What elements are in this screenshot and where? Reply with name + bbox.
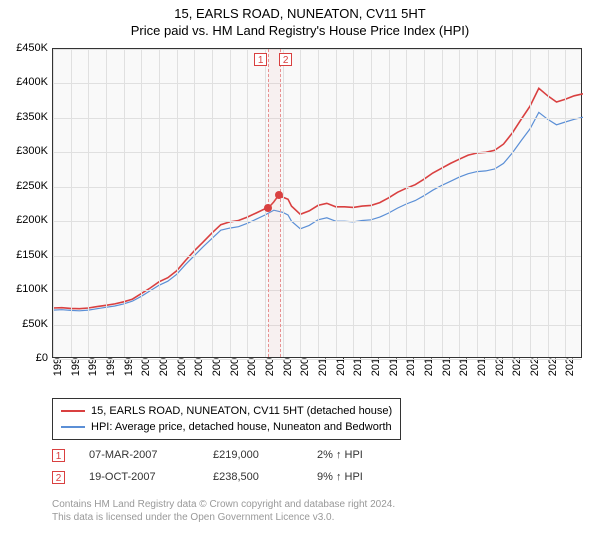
- gridline-h: [53, 187, 581, 188]
- sale-band: [268, 49, 281, 357]
- legend-swatch: [61, 410, 85, 412]
- sale-badge: 2: [279, 53, 292, 66]
- gridline-v: [212, 49, 213, 357]
- gridline-h: [53, 49, 581, 50]
- gridline-v: [389, 49, 390, 357]
- gridline-h: [53, 256, 581, 257]
- plot-area: 12: [52, 48, 582, 358]
- gridline-v: [106, 49, 107, 357]
- ytick-label: £0: [0, 352, 48, 364]
- legend-row: HPI: Average price, detached house, Nune…: [61, 419, 392, 435]
- gridline-h: [53, 290, 581, 291]
- gridline-v: [159, 49, 160, 357]
- legend: 15, EARLS ROAD, NUNEATON, CV11 5HT (deta…: [52, 398, 401, 440]
- ytick-label: £450K: [0, 42, 48, 54]
- gridline-v: [177, 49, 178, 357]
- gridline-h: [53, 325, 581, 326]
- gridline-v: [495, 49, 496, 357]
- ytick-label: £350K: [0, 111, 48, 123]
- sale-badge: 1: [254, 53, 267, 66]
- gridline-v: [565, 49, 566, 357]
- gridline-v: [424, 49, 425, 357]
- legend-label: 15, EARLS ROAD, NUNEATON, CV11 5HT (deta…: [91, 403, 392, 419]
- gridline-v: [336, 49, 337, 357]
- gridline-v: [459, 49, 460, 357]
- gridline-v: [194, 49, 195, 357]
- sales-idx: 2: [52, 471, 65, 484]
- gridline-v: [371, 49, 372, 357]
- gridline-v: [230, 49, 231, 357]
- ytick-label: £50K: [0, 318, 48, 330]
- legend-label: HPI: Average price, detached house, Nune…: [91, 419, 392, 435]
- gridline-h: [53, 83, 581, 84]
- gridline-h: [53, 359, 581, 360]
- gridline-v: [530, 49, 531, 357]
- ytick-label: £400K: [0, 76, 48, 88]
- sales-row: 1 07-MAR-2007 £219,000 2% ↑ HPI: [52, 444, 397, 466]
- sales-hpi: 9% ↑ HPI: [317, 471, 397, 483]
- legend-swatch: [61, 426, 85, 428]
- title-block: 15, EARLS ROAD, NUNEATON, CV11 5HT Price…: [0, 0, 600, 38]
- title-subtitle: Price paid vs. HM Land Registry's House …: [0, 23, 600, 38]
- sales-price: £219,000: [213, 449, 293, 461]
- gridline-v: [477, 49, 478, 357]
- sales-row: 2 19-OCT-2007 £238,500 9% ↑ HPI: [52, 466, 397, 488]
- sales-date: 19-OCT-2007: [89, 471, 189, 483]
- gridline-v: [406, 49, 407, 357]
- ytick-label: £300K: [0, 145, 48, 157]
- sales-table: 1 07-MAR-2007 £219,000 2% ↑ HPI 2 19-OCT-2007…: [52, 444, 397, 488]
- sales-date: 07-MAR-2007: [89, 449, 189, 461]
- legend-row: 15, EARLS ROAD, NUNEATON, CV11 5HT (deta…: [61, 403, 392, 419]
- ytick-label: £250K: [0, 180, 48, 192]
- gridline-v: [353, 49, 354, 357]
- gridline-v: [300, 49, 301, 357]
- footer: Contains HM Land Registry data © Crown c…: [52, 498, 395, 524]
- title-address: 15, EARLS ROAD, NUNEATON, CV11 5HT: [0, 6, 600, 21]
- footer-line1: Contains HM Land Registry data © Crown c…: [52, 498, 395, 511]
- gridline-v: [247, 49, 248, 357]
- gridline-v: [88, 49, 89, 357]
- sales-idx: 1: [52, 449, 65, 462]
- sale-dot: [275, 191, 283, 199]
- gridline-v: [442, 49, 443, 357]
- ytick-label: £200K: [0, 214, 48, 226]
- gridline-h: [53, 221, 581, 222]
- footer-line2: This data is licensed under the Open Gov…: [52, 511, 395, 524]
- gridline-v: [318, 49, 319, 357]
- gridline-v: [71, 49, 72, 357]
- gridline-v: [141, 49, 142, 357]
- sales-hpi: 2% ↑ HPI: [317, 449, 397, 461]
- gridline-v: [265, 49, 266, 357]
- ytick-label: £150K: [0, 249, 48, 261]
- chart-container: 15, EARLS ROAD, NUNEATON, CV11 5HT Price…: [0, 0, 600, 560]
- gridline-v: [512, 49, 513, 357]
- gridline-v: [548, 49, 549, 357]
- gridline-h: [53, 118, 581, 119]
- gridline-v: [53, 49, 54, 357]
- gridline-h: [53, 152, 581, 153]
- sales-price: £238,500: [213, 471, 293, 483]
- gridline-v: [124, 49, 125, 357]
- sale-dot: [264, 204, 272, 212]
- gridline-v: [283, 49, 284, 357]
- ytick-label: £100K: [0, 283, 48, 295]
